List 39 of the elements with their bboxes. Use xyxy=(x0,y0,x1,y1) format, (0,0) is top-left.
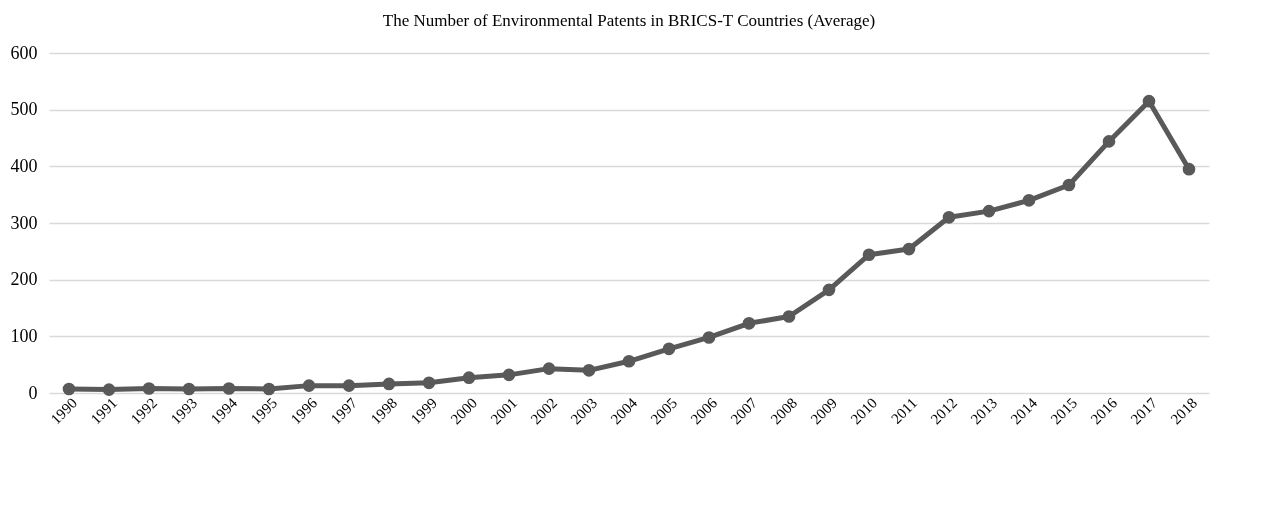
y-tick-label: 400 xyxy=(10,155,38,176)
point xyxy=(302,379,316,392)
point xyxy=(542,362,556,375)
point xyxy=(222,382,236,395)
point xyxy=(422,376,436,390)
point xyxy=(582,364,596,377)
point xyxy=(1022,194,1036,207)
y-tick-label: 300 xyxy=(10,212,38,233)
y-tick-label: 500 xyxy=(10,99,38,120)
point xyxy=(182,382,196,396)
point xyxy=(142,382,156,395)
point xyxy=(742,316,756,330)
point xyxy=(782,310,796,323)
chart-title: The Number of Environmental Patents in BRICS-T Countries (Average) xyxy=(382,11,876,30)
point xyxy=(942,211,956,224)
point xyxy=(62,382,76,396)
point xyxy=(102,383,116,396)
point xyxy=(622,354,636,368)
point xyxy=(1102,135,1116,148)
point xyxy=(462,371,476,385)
point xyxy=(662,342,676,356)
point xyxy=(862,248,876,262)
point xyxy=(982,204,996,218)
point xyxy=(342,379,356,392)
point xyxy=(1142,94,1156,108)
point xyxy=(902,242,916,256)
y-tick-label: 100 xyxy=(10,325,38,346)
point xyxy=(822,283,836,297)
x-tick-label: 2011 xyxy=(887,394,921,427)
y-tick-label: 600 xyxy=(10,42,38,63)
y-tick-label: 0 xyxy=(28,382,38,403)
point xyxy=(1182,162,1196,176)
point xyxy=(1062,178,1076,192)
point xyxy=(382,377,396,391)
point xyxy=(702,331,716,344)
point xyxy=(502,368,516,382)
point xyxy=(262,382,276,396)
x-tick-label: 1991 xyxy=(87,394,121,428)
y-tick-label: 200 xyxy=(10,269,38,290)
